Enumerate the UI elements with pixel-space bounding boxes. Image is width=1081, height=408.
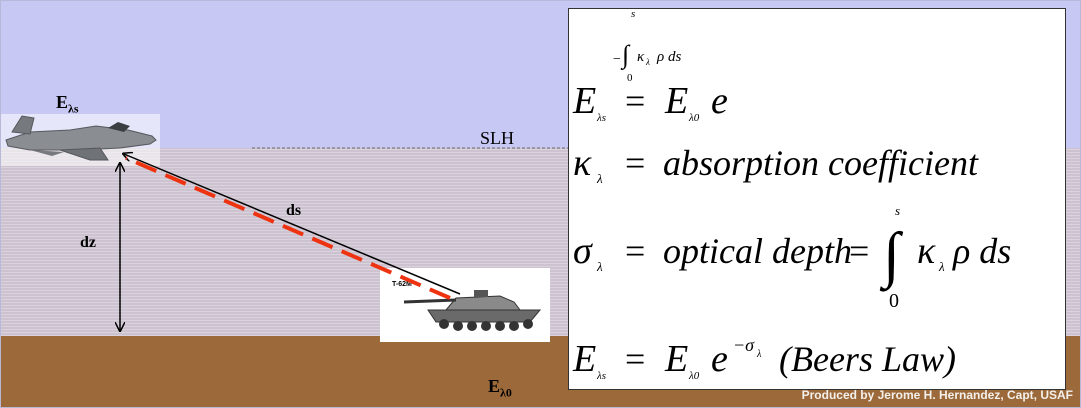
- tank-model-label: T-62M: [392, 281, 412, 288]
- eq4-law: (Beers Law): [779, 339, 956, 379]
- jet-aircraft-icon: [0, 114, 160, 166]
- eq2-equals: =: [625, 143, 645, 183]
- eq4-exp-sub: λ: [756, 349, 762, 360]
- eq1-exp-base: e: [711, 80, 728, 122]
- eq1-integrand-rest: ρ ds: [656, 49, 681, 65]
- eq1-integral-sign: ∫: [620, 40, 631, 70]
- eq3-integral-sign: ∫: [879, 221, 904, 292]
- equations-svg: s − ∫ κ λ ρ ds 0 E λs = E λ0 e κ λ = abs…: [572, 8, 1011, 382]
- eq1-lhs-sub: λs: [596, 112, 606, 124]
- eq4-lhs-sub: λs: [596, 370, 606, 382]
- eq4-rhs-sub: λ0: [688, 370, 700, 382]
- eq4-rhs: E: [664, 338, 688, 380]
- eq4-lhs: E: [572, 338, 596, 380]
- eq3-equals2: =: [849, 231, 869, 271]
- equation-beers-law: E λs = E λ0 e −σ λ (Beers Law): [572, 335, 956, 382]
- eq1-rhs: E: [664, 80, 688, 122]
- eq4-equals: =: [625, 339, 645, 379]
- equation-absorption-coefficient: κ λ = absorption coefficient: [573, 142, 979, 186]
- direct-path-line: [124, 154, 461, 295]
- equation-panel: s − ∫ κ λ ρ ds 0 E λs = E λ0 e κ λ = abs…: [568, 8, 1066, 390]
- equation-optical-depth: s σ λ = optical depth = ∫ κ λ ρ ds 0: [573, 203, 1011, 312]
- eq3-middle: optical depth: [663, 231, 852, 271]
- eq2-rhs: absorption coefficient: [663, 143, 979, 183]
- eq4-exp-text: −σ: [733, 335, 755, 355]
- eq3-integrand-sub: λ: [938, 259, 945, 274]
- ds-label: ds: [286, 202, 302, 219]
- eq3-lhs: σ: [573, 230, 593, 272]
- eq1-exp-sign: −: [613, 52, 621, 67]
- eq1-lhs: E: [572, 80, 596, 122]
- slh-label: SLH: [480, 128, 515, 148]
- eq1-integral-lower: 0: [627, 72, 633, 84]
- e-lambda-s-label: Eλs: [56, 92, 79, 116]
- e-lambda-0-label: Eλ0: [488, 376, 512, 400]
- eq3-integrand-rest: ρ ds: [952, 231, 1011, 271]
- eq3-lhs-sub: λ: [596, 259, 603, 274]
- dz-label: dz: [80, 234, 96, 251]
- eq3-equals: =: [625, 231, 645, 271]
- eq3-integral-lower: 0: [889, 290, 899, 312]
- eq3-integral-upper: s: [895, 203, 900, 218]
- eq2-lhs: κ: [573, 142, 592, 184]
- eq1-integral-upper: s: [631, 9, 635, 20]
- slant-path-dashed: [125, 156, 451, 300]
- eq3-integrand-kappa: κ: [917, 230, 936, 272]
- eq1-equals: =: [625, 81, 645, 121]
- eq1-integrand-sub: λ: [645, 57, 650, 67]
- eq1-rhs-sub: λ0: [688, 112, 700, 124]
- eq2-lhs-sub: λ: [596, 171, 603, 186]
- equation-radiance-transmission: s − ∫ κ λ ρ ds 0 E λs = E λ0 e: [572, 8, 728, 124]
- credit-text: Produced by Jerome H. Hernandez, Capt, U…: [801, 388, 1073, 402]
- eq1-integrand-kappa: κ: [637, 49, 645, 65]
- eq4-exp-base: e: [711, 338, 728, 380]
